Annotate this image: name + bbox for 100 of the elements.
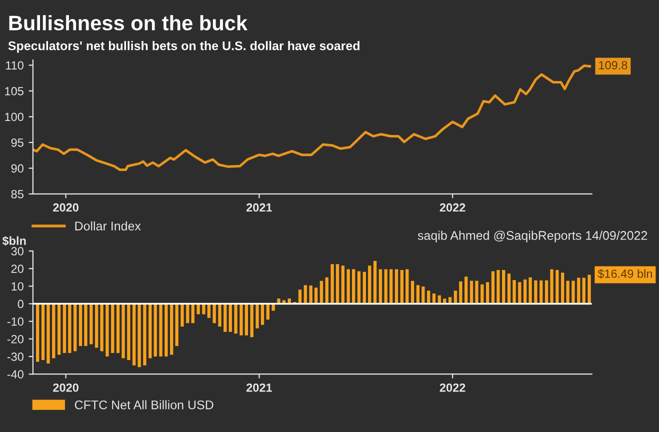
y-tick-label: 10 xyxy=(12,282,24,291)
bar xyxy=(540,280,543,304)
bar xyxy=(57,304,61,355)
bar xyxy=(256,304,259,328)
bar xyxy=(406,269,409,304)
bar xyxy=(320,280,324,304)
y-tick-label: 100 xyxy=(5,112,24,122)
y-tick-label: 105 xyxy=(5,86,24,96)
bar xyxy=(90,304,93,344)
bar xyxy=(148,304,152,358)
bar xyxy=(572,280,575,304)
bar xyxy=(561,272,564,304)
legend-label: CFTC Net All Billion USD xyxy=(74,400,214,410)
bar xyxy=(36,304,40,362)
bar xyxy=(266,304,270,320)
bar xyxy=(582,278,586,304)
bar xyxy=(577,278,580,304)
bar xyxy=(480,284,484,304)
bar xyxy=(94,304,98,348)
y-axis-title: $bln xyxy=(2,236,26,246)
x-tick-label: 2020 xyxy=(53,203,78,212)
bar xyxy=(341,266,344,304)
bar xyxy=(507,274,511,304)
bar xyxy=(378,269,382,304)
bar xyxy=(496,270,500,304)
bar xyxy=(240,304,243,336)
y-tick-label: 20 xyxy=(11,264,24,273)
annotation: $16.49 bln xyxy=(598,269,652,279)
bar xyxy=(330,264,334,304)
bar xyxy=(224,304,227,332)
bar xyxy=(459,281,462,304)
bar xyxy=(352,269,356,304)
annotation: 109.8 xyxy=(599,61,628,70)
bar xyxy=(357,271,361,304)
bar xyxy=(486,282,490,304)
bar xyxy=(191,304,194,324)
bar xyxy=(159,304,162,357)
bar xyxy=(384,269,388,304)
bar xyxy=(78,304,82,346)
bar xyxy=(127,304,130,360)
x-tick-label: 2020 xyxy=(53,383,78,392)
bar xyxy=(389,269,393,304)
bar xyxy=(566,280,570,304)
x-tick-label: 2022 xyxy=(440,203,466,212)
bar xyxy=(550,269,554,304)
line-series xyxy=(32,64,592,172)
bar xyxy=(234,304,238,334)
y-tick-label: 90 xyxy=(11,164,24,173)
bar xyxy=(106,304,109,357)
bar xyxy=(186,304,190,324)
bar xyxy=(175,304,178,346)
y-tick-label: 30 xyxy=(11,247,24,256)
bar xyxy=(544,280,548,304)
bar xyxy=(218,304,222,327)
bar xyxy=(362,272,366,304)
bar xyxy=(373,260,377,304)
bar xyxy=(84,304,88,346)
bar xyxy=(588,274,591,304)
bar xyxy=(528,277,532,304)
x-tick-label: 2022 xyxy=(440,383,466,392)
bar xyxy=(427,290,430,304)
bar xyxy=(470,280,474,304)
bar xyxy=(207,304,210,318)
bar xyxy=(116,304,120,354)
bar xyxy=(556,270,559,304)
bar xyxy=(410,280,414,304)
bar xyxy=(325,277,328,304)
bar xyxy=(416,285,420,304)
bar xyxy=(475,280,478,304)
bar xyxy=(314,288,318,304)
bar xyxy=(400,270,404,304)
bar xyxy=(202,304,206,314)
bar xyxy=(304,285,307,304)
y-tick-label: -30 xyxy=(7,352,24,361)
bar xyxy=(52,304,56,358)
bar xyxy=(62,304,66,354)
bar xyxy=(502,270,506,304)
bar xyxy=(196,304,200,314)
bar xyxy=(518,282,522,304)
bar xyxy=(46,304,50,364)
x-tick-label: 2021 xyxy=(246,203,272,212)
y-tick-label: 110 xyxy=(6,61,24,70)
y-tick-label: 85 xyxy=(11,190,24,198)
y-tick-label: 95 xyxy=(11,138,24,147)
bar xyxy=(138,304,141,368)
bar xyxy=(111,304,114,354)
bar xyxy=(250,304,254,338)
bar xyxy=(512,280,516,304)
legend-label: Dollar Index xyxy=(75,221,141,230)
y-tick-label: -10 xyxy=(7,317,24,326)
bar xyxy=(132,304,136,366)
bar xyxy=(346,269,350,304)
bar xyxy=(298,290,302,304)
bar xyxy=(336,264,340,304)
bar xyxy=(309,285,312,304)
y-tick-label: 0 xyxy=(18,300,24,308)
bar xyxy=(100,304,104,352)
bar xyxy=(74,304,77,352)
text: saqib Ahmed @SaqibReports 14/09/2022 xyxy=(418,230,648,242)
bar xyxy=(122,304,125,358)
